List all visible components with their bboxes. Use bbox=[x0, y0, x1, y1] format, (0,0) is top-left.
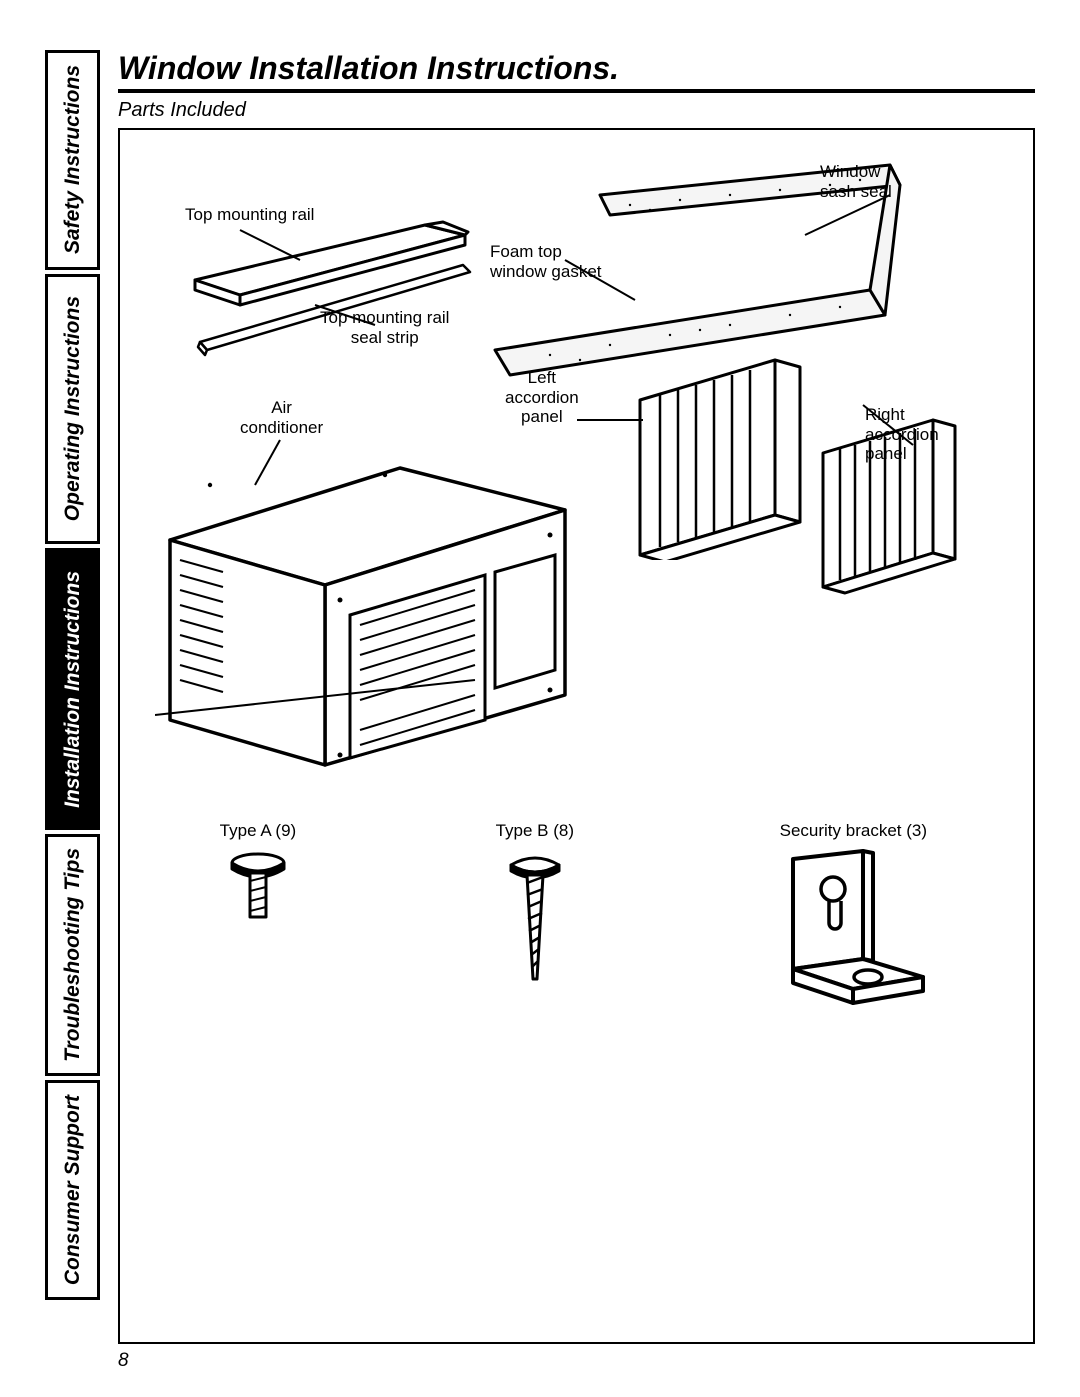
side-tabs: Safety Instructions Operating Instructio… bbox=[45, 50, 100, 1372]
tab-label: Installation Instructions bbox=[61, 557, 85, 822]
leader-line-icon bbox=[310, 300, 380, 330]
leader-line-icon bbox=[800, 190, 895, 240]
label-air-conditioner: Airconditioner bbox=[240, 398, 323, 437]
tab-label: Safety Instructions bbox=[61, 51, 85, 268]
tab-label: Consumer Support bbox=[61, 1081, 85, 1299]
hardware-security-bracket: Security bracket (3) bbox=[773, 821, 933, 1024]
tab-troubleshooting[interactable]: Troubleshooting Tips bbox=[45, 834, 100, 1076]
parts-diagram: Windowsash seal Top mounting rail bbox=[118, 128, 1035, 1344]
air-conditioner-icon bbox=[155, 440, 575, 770]
leader-line-icon bbox=[235, 225, 305, 265]
left-accordion-panel-icon bbox=[630, 355, 810, 560]
leader-line-icon bbox=[575, 415, 645, 425]
hardware-type-a: Type A (9) bbox=[220, 821, 297, 1024]
hardware-row: Type A (9) Type B (8) bbox=[120, 810, 1033, 1024]
tab-safety[interactable]: Safety Instructions bbox=[45, 50, 100, 270]
section-subtitle: Parts Included bbox=[118, 99, 1035, 122]
tab-installation[interactable]: Installation Instructions bbox=[45, 548, 100, 830]
leader-line-icon bbox=[858, 400, 918, 450]
screw-type-b-icon bbox=[505, 849, 565, 989]
label-top-mounting-rail: Top mounting rail bbox=[185, 205, 314, 225]
tab-consumer-support[interactable]: Consumer Support bbox=[45, 1080, 100, 1300]
security-bracket-icon bbox=[773, 849, 933, 1019]
hardware-label: Security bracket (3) bbox=[773, 821, 933, 841]
label-left-accordion: Leftaccordionpanel bbox=[505, 368, 579, 427]
leader-line-icon bbox=[250, 435, 310, 490]
page-title: Window Installation Instructions. bbox=[118, 50, 1035, 93]
tab-operating[interactable]: Operating Instructions bbox=[45, 274, 100, 544]
hardware-label: Type A (9) bbox=[220, 821, 297, 841]
tab-label: Troubleshooting Tips bbox=[61, 834, 85, 1076]
page-number: 8 bbox=[118, 1350, 1035, 1372]
tab-label: Operating Instructions bbox=[61, 282, 85, 535]
hardware-type-b: Type B (8) bbox=[496, 821, 574, 1024]
leader-line-icon bbox=[560, 255, 640, 305]
screw-type-a-icon bbox=[228, 849, 288, 929]
hardware-label: Type B (8) bbox=[496, 821, 574, 841]
